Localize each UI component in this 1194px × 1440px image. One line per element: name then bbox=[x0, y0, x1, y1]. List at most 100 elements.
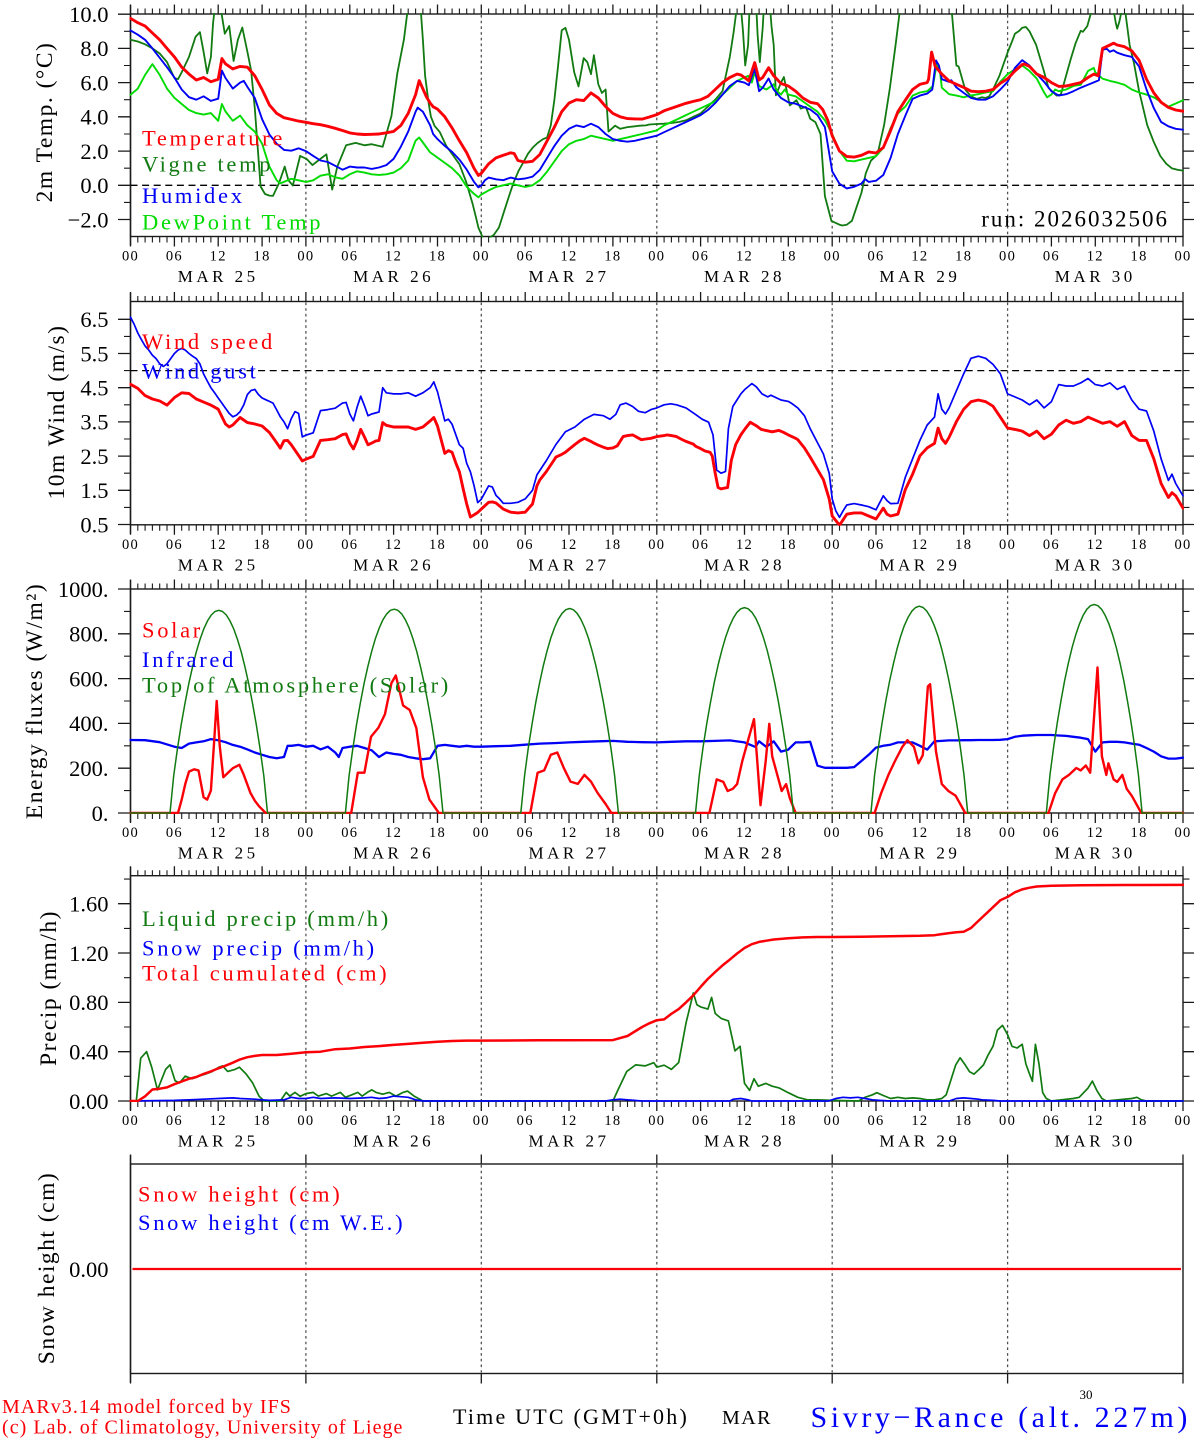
svg-text:Total cumulated (cm): Total cumulated (cm) bbox=[142, 961, 389, 986]
svg-text:18: 18 bbox=[1131, 825, 1148, 841]
svg-text:00: 00 bbox=[648, 825, 665, 841]
svg-text:MAR 28: MAR 28 bbox=[704, 1132, 785, 1151]
svg-text:12: 12 bbox=[385, 537, 402, 553]
svg-text:MAR 25: MAR 25 bbox=[178, 844, 259, 863]
svg-text:18: 18 bbox=[254, 249, 271, 265]
svg-text:18: 18 bbox=[955, 825, 972, 841]
svg-text:00: 00 bbox=[1174, 249, 1191, 265]
svg-text:Vigne temp: Vigne temp bbox=[142, 151, 273, 176]
svg-text:Liquid precip (mm/h): Liquid precip (mm/h) bbox=[142, 906, 391, 931]
svg-text:MAR 29: MAR 29 bbox=[879, 844, 960, 863]
svg-text:12: 12 bbox=[560, 825, 577, 841]
svg-text:Infrared: Infrared bbox=[142, 647, 236, 672]
svg-text:DewPoint Temp: DewPoint Temp bbox=[142, 209, 323, 234]
svg-text:5.5: 5.5 bbox=[80, 341, 108, 366]
svg-text:Snow height (cm W.E.): Snow height (cm W.E.) bbox=[138, 1210, 405, 1235]
svg-text:00: 00 bbox=[999, 1113, 1016, 1129]
svg-text:MAR 28: MAR 28 bbox=[704, 844, 785, 863]
svg-text:06: 06 bbox=[867, 1113, 884, 1129]
svg-text:Snow height (cm): Snow height (cm) bbox=[138, 1181, 342, 1206]
svg-text:18: 18 bbox=[1131, 249, 1148, 265]
svg-text:06: 06 bbox=[517, 825, 534, 841]
svg-text:MAR 26: MAR 26 bbox=[353, 267, 434, 286]
svg-text:06: 06 bbox=[692, 825, 709, 841]
svg-text:06: 06 bbox=[1043, 1113, 1060, 1129]
svg-text:18: 18 bbox=[604, 249, 621, 265]
svg-text:2.5: 2.5 bbox=[80, 444, 108, 469]
svg-text:00: 00 bbox=[297, 537, 314, 553]
svg-text:06: 06 bbox=[517, 537, 534, 553]
svg-text:18: 18 bbox=[429, 825, 446, 841]
svg-text:4.0: 4.0 bbox=[80, 105, 108, 130]
svg-text:06: 06 bbox=[166, 1113, 183, 1129]
svg-text:18: 18 bbox=[604, 825, 621, 841]
svg-text:06: 06 bbox=[341, 1113, 358, 1129]
svg-text:30: 30 bbox=[1080, 1387, 1093, 1402]
svg-text:12: 12 bbox=[911, 825, 928, 841]
svg-text:00: 00 bbox=[122, 825, 139, 841]
svg-text:Time UTC (GMT+0h): Time UTC (GMT+0h) bbox=[453, 1404, 689, 1429]
svg-text:12: 12 bbox=[1087, 537, 1104, 553]
svg-text:00: 00 bbox=[473, 249, 490, 265]
svg-text:18: 18 bbox=[604, 537, 621, 553]
svg-text:06: 06 bbox=[1043, 825, 1060, 841]
svg-text:MAR 29: MAR 29 bbox=[879, 1132, 960, 1151]
svg-text:MAR 29: MAR 29 bbox=[879, 555, 960, 574]
svg-text:00: 00 bbox=[1174, 537, 1191, 553]
svg-text:12: 12 bbox=[210, 537, 227, 553]
svg-text:12: 12 bbox=[911, 1113, 928, 1129]
svg-text:12: 12 bbox=[385, 1113, 402, 1129]
svg-text:12: 12 bbox=[1087, 1113, 1104, 1129]
svg-text:00: 00 bbox=[473, 1113, 490, 1129]
svg-text:06: 06 bbox=[867, 537, 884, 553]
svg-text:Temperature: Temperature bbox=[142, 126, 285, 151]
svg-text:Precip (mm/h): Precip (mm/h) bbox=[36, 910, 62, 1066]
svg-text:06: 06 bbox=[692, 537, 709, 553]
svg-text:18: 18 bbox=[780, 825, 797, 841]
svg-text:06: 06 bbox=[517, 249, 534, 265]
svg-text:00: 00 bbox=[999, 825, 1016, 841]
svg-text:06: 06 bbox=[166, 537, 183, 553]
svg-text:18: 18 bbox=[780, 537, 797, 553]
svg-text:800.: 800. bbox=[69, 622, 108, 647]
svg-text:12: 12 bbox=[560, 537, 577, 553]
svg-text:00: 00 bbox=[1174, 1113, 1191, 1129]
svg-text:00: 00 bbox=[824, 1113, 841, 1129]
svg-text:18: 18 bbox=[429, 249, 446, 265]
svg-text:10.0: 10.0 bbox=[69, 2, 108, 27]
svg-text:MAR 26: MAR 26 bbox=[353, 844, 434, 863]
svg-text:MAR 27: MAR 27 bbox=[529, 1132, 610, 1151]
svg-text:06: 06 bbox=[1043, 249, 1060, 265]
svg-text:06: 06 bbox=[341, 537, 358, 553]
svg-text:18: 18 bbox=[955, 249, 972, 265]
svg-text:Snow height (cm): Snow height (cm) bbox=[34, 1172, 60, 1364]
svg-text:12: 12 bbox=[385, 249, 402, 265]
svg-text:Solar: Solar bbox=[142, 618, 203, 643]
svg-text:12: 12 bbox=[210, 249, 227, 265]
svg-text:10m Wind (m/s): 10m Wind (m/s) bbox=[44, 325, 70, 500]
svg-text:12: 12 bbox=[560, 1113, 577, 1129]
svg-text:1.60: 1.60 bbox=[69, 892, 108, 917]
svg-text:400.: 400. bbox=[69, 711, 108, 736]
svg-text:Humidex: Humidex bbox=[142, 183, 245, 208]
svg-text:00: 00 bbox=[999, 537, 1016, 553]
svg-text:Energy fluxes (W/m²): Energy fluxes (W/m²) bbox=[22, 583, 48, 819]
svg-text:12: 12 bbox=[1087, 825, 1104, 841]
svg-text:06: 06 bbox=[517, 1113, 534, 1129]
svg-text:18: 18 bbox=[780, 1113, 797, 1129]
svg-text:18: 18 bbox=[955, 537, 972, 553]
svg-text:12: 12 bbox=[736, 537, 753, 553]
svg-text:00: 00 bbox=[122, 1113, 139, 1129]
svg-text:(c) Lab. of Climatology, Unive: (c) Lab. of Climatology, University of L… bbox=[2, 1417, 403, 1439]
svg-text:00: 00 bbox=[473, 825, 490, 841]
svg-text:MAR 27: MAR 27 bbox=[529, 844, 610, 863]
svg-text:06: 06 bbox=[166, 825, 183, 841]
svg-text:MAR 27: MAR 27 bbox=[529, 267, 610, 286]
svg-text:MAR 28: MAR 28 bbox=[704, 267, 785, 286]
svg-text:00: 00 bbox=[297, 825, 314, 841]
svg-text:4.5: 4.5 bbox=[80, 376, 108, 401]
svg-text:18: 18 bbox=[254, 825, 271, 841]
svg-text:8.0: 8.0 bbox=[80, 36, 108, 61]
svg-text:06: 06 bbox=[1043, 537, 1060, 553]
svg-text:06: 06 bbox=[867, 825, 884, 841]
